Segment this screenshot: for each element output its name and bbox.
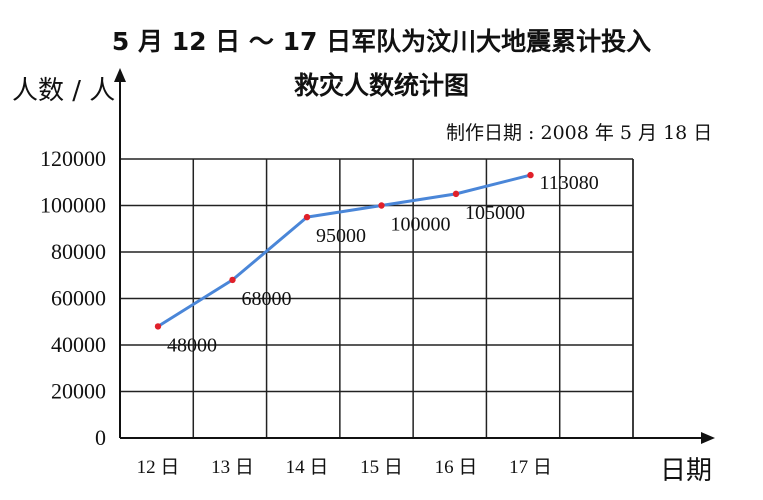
data-label: 100000	[391, 214, 451, 236]
x-tick-label: 14 日	[286, 457, 329, 478]
data-label: 95000	[316, 225, 366, 247]
data-point	[229, 276, 236, 284]
x-tick-label: 15 日	[360, 457, 403, 478]
data-point	[527, 171, 534, 179]
x-tick-label: 12 日	[137, 457, 180, 478]
x-axis-label: 日期	[660, 456, 713, 486]
data-point	[154, 323, 162, 330]
x-tick-label: 13 日	[211, 457, 254, 478]
chart-note: 制作日期 : 2008 年 5 月 18 日	[446, 122, 713, 144]
data-point	[303, 213, 311, 221]
x-axis-arrow	[701, 432, 715, 444]
data-label: 105000	[465, 202, 525, 224]
y-tick-label: 0	[95, 425, 106, 450]
y-tick-label: 40000	[51, 332, 106, 357]
y-tick-label: 100000	[40, 193, 106, 218]
data-label: 68000	[242, 288, 292, 310]
y-axis-label: 人数 / 人	[12, 76, 116, 106]
y-tick-label: 120000	[40, 146, 106, 171]
data-label: 48000	[167, 334, 217, 356]
data-point	[378, 202, 385, 209]
data-label: 113080	[540, 172, 599, 194]
x-tick-label: 17 日	[509, 457, 552, 478]
y-tick-label: 20000	[51, 379, 106, 404]
y-tick-label: 80000	[51, 239, 106, 264]
data-point	[452, 190, 460, 198]
x-tick-label: 16 日	[435, 457, 478, 478]
chart-subtitle: 救灾人数统计图	[293, 71, 469, 100]
y-axis-arrow	[114, 68, 126, 82]
chart-title: 5 月 12 日 ～ 17 日军队为汶川大地震累计投入	[111, 27, 652, 56]
series-line	[157, 173, 531, 328]
grid	[119, 158, 634, 438]
y-tick-label: 60000	[51, 286, 106, 311]
